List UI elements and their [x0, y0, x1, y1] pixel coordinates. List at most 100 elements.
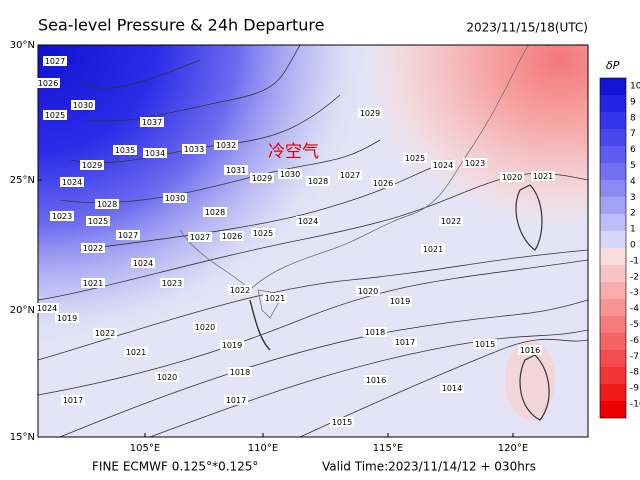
- warm-patch: [505, 340, 555, 420]
- isobar-label: 1019: [390, 297, 410, 306]
- isobar-label: 1027: [45, 57, 65, 66]
- isobar-label-box: [473, 339, 497, 349]
- isobar-label-box: [439, 216, 463, 226]
- isobar-label: 1020: [195, 323, 215, 332]
- isobar-label: 1020: [358, 287, 378, 296]
- isobar-label: 1022: [83, 244, 103, 253]
- isobar-label-box: [403, 153, 427, 163]
- isobar-label: 1024: [37, 304, 57, 313]
- isobar-label: 1028: [308, 177, 328, 186]
- isobar-label-box: [86, 216, 110, 226]
- isobar-label-box: [388, 296, 412, 306]
- isobar-label-box: [203, 207, 227, 217]
- isobar-label: 1023: [465, 159, 485, 168]
- isobar-label-box: [463, 158, 487, 168]
- isobar-label: 1020: [502, 173, 522, 182]
- isobar-label-box: [263, 293, 287, 303]
- isobar-label: 1035: [115, 146, 135, 155]
- colorbar-swatch: [600, 78, 626, 95]
- isobar-label: 1026: [222, 232, 242, 241]
- isobar-label-box: [124, 347, 148, 357]
- colorbar-swatch: [600, 316, 626, 333]
- cold-shading: [38, 45, 588, 437]
- isobar-label-box: [338, 170, 362, 180]
- colorbar-tick-label: 6: [630, 145, 636, 155]
- isobar-label-box: [182, 144, 206, 154]
- isobar-label: 1014: [442, 384, 462, 393]
- isobar-label-box: [55, 313, 79, 323]
- isobar-label: 1023: [52, 212, 72, 221]
- isobar-label-box: [35, 303, 59, 313]
- lat-label: 20°N: [10, 305, 35, 316]
- colorbar-tick-label: 5: [630, 161, 636, 171]
- isobar-label: 1015: [475, 340, 495, 349]
- isobar-label: 1025: [253, 229, 273, 238]
- isobar-label-box: [214, 140, 238, 150]
- colorbar-swatch: [600, 350, 626, 367]
- lat-label: 25°N: [10, 175, 35, 186]
- isobar-label-box: [81, 278, 105, 288]
- isobar-label-box: [143, 148, 167, 158]
- isobar-label: 1025: [45, 111, 65, 120]
- colorbar-swatch: [600, 367, 626, 384]
- isobar-label: 1021: [423, 245, 443, 254]
- isobar-label: 1016: [366, 376, 386, 385]
- colorbar-swatch: [600, 333, 626, 350]
- isobar-label: 1037: [142, 118, 162, 127]
- isobar-label: 1018: [230, 368, 250, 377]
- colorbar-swatch: [600, 248, 626, 265]
- isobar-label-box: [421, 244, 445, 254]
- map-frame: [37, 44, 589, 438]
- colorbar-swatch: [600, 265, 626, 282]
- isobar-label-box: [440, 383, 464, 393]
- isobar-label: 1030: [165, 194, 185, 203]
- isobar-label-box: [431, 160, 455, 170]
- isobar-label-box: [356, 286, 380, 296]
- isobar-label: 1031: [226, 166, 246, 175]
- isobar-label-box: [251, 228, 275, 238]
- isobar-label-box: [364, 375, 388, 385]
- isobar-label-box: [224, 165, 248, 175]
- isobar-label-box: [193, 322, 217, 332]
- isobar-label: 1021: [533, 172, 553, 181]
- isobar-label-box: [278, 169, 302, 179]
- lat-label: 30°N: [10, 40, 35, 51]
- isobar-label: 1024: [133, 259, 153, 268]
- colorbar-swatch: [600, 384, 626, 401]
- isobar-label: 1023: [162, 279, 182, 288]
- isobar-label: 1027: [340, 171, 360, 180]
- colorbar-swatch: [600, 282, 626, 299]
- datetime: 2023/11/15/18(UTC): [466, 21, 588, 35]
- isobar-label-box: [500, 172, 524, 182]
- isobar-label: 1032: [216, 141, 236, 150]
- colorbar-tick-label: -2: [630, 272, 639, 282]
- isobar-label-box: [155, 372, 179, 382]
- colorbar-tick-label: -6: [630, 336, 639, 346]
- isobar-label-box: [358, 108, 382, 118]
- colorbar-swatch: [600, 197, 626, 214]
- isobar-label: 1021: [265, 294, 285, 303]
- isobar-label: 1024: [298, 217, 318, 226]
- colorbar-tick-label: -1: [630, 256, 639, 266]
- isobar-label: 1029: [360, 109, 380, 118]
- colorbar-tick-label: -5: [630, 320, 639, 330]
- title: Sea-level Pressure & 24h Departure: [38, 16, 324, 35]
- colorbar-tick-label: 7: [630, 129, 636, 139]
- isobar-label: 1022: [441, 217, 461, 226]
- isobar-label: 1019: [57, 314, 77, 323]
- isobar-label: 1017: [63, 396, 83, 405]
- isobar-label: 1029: [252, 174, 272, 183]
- isobar-label: 1022: [230, 286, 250, 295]
- isobar-label-box: [306, 176, 330, 186]
- lon-label: 120°E: [498, 443, 528, 454]
- isobar-label: 1022: [95, 329, 115, 338]
- colorbar-swatch: [600, 299, 626, 316]
- lon-label: 115°E: [373, 443, 403, 454]
- isobar-label-box: [220, 340, 244, 350]
- isobar-label: 1019: [222, 341, 242, 350]
- isobar-label: 1021: [126, 348, 146, 357]
- isobar-label-box: [131, 258, 155, 268]
- isobar-label: 1017: [395, 338, 415, 347]
- colorbar-tick-label: -10: [630, 400, 640, 410]
